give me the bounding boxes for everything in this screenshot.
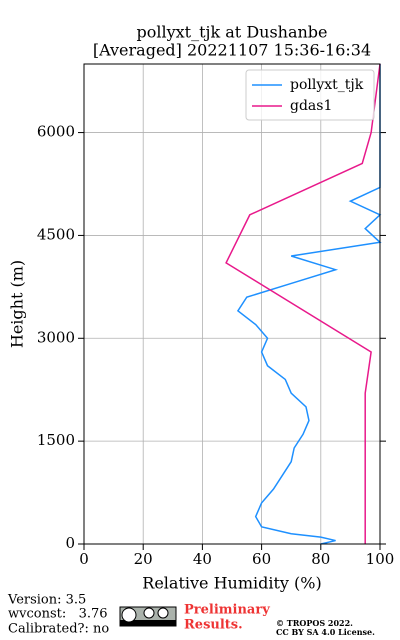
y-tick-label: 6000 — [37, 123, 75, 141]
plot-frame — [83, 63, 381, 545]
license: CC BY SA 4.0 License. — [276, 627, 375, 637]
chart-subtitle: [Averaged] 20221107 15:36-16:34 — [93, 41, 371, 60]
footer-calibrated: Calibrated?: no — [8, 622, 109, 637]
notice: Preliminary — [184, 603, 270, 618]
x-tick-label: 20 — [134, 550, 153, 568]
x-tick-label: 60 — [252, 550, 271, 568]
legend-box — [245, 69, 375, 121]
x-tick-label: 80 — [311, 550, 330, 568]
chart-title: pollyxt_tjk at Dushanbe — [136, 23, 327, 42]
legend-label: pollyxt_tjk — [290, 77, 364, 93]
profile-line — [236, 64, 382, 545]
profile-line — [225, 63, 381, 544]
legend-label: gdas1 — [290, 98, 332, 114]
y-tick-label: 0 — [65, 534, 75, 552]
notice: Results. — [184, 618, 243, 633]
y-axis-label: Height (m) — [8, 260, 27, 348]
x-tick-label: 0 — [79, 550, 89, 568]
x-axis-label: Relative Humidity (%) — [142, 574, 321, 593]
x-tick-label: 40 — [193, 550, 212, 568]
cc-badge — [119, 606, 177, 627]
y-tick-label: 4500 — [37, 225, 75, 243]
y-tick-label: 3000 — [37, 328, 75, 346]
y-tick-label: 1500 — [37, 431, 75, 449]
x-tick-label: 100 — [366, 550, 395, 568]
copyright: © TROPOS 2022. — [276, 618, 353, 628]
footer-wvconst: wvconst: 3.76 — [8, 607, 108, 622]
footer-version: Version: 3.5 — [7, 593, 86, 608]
